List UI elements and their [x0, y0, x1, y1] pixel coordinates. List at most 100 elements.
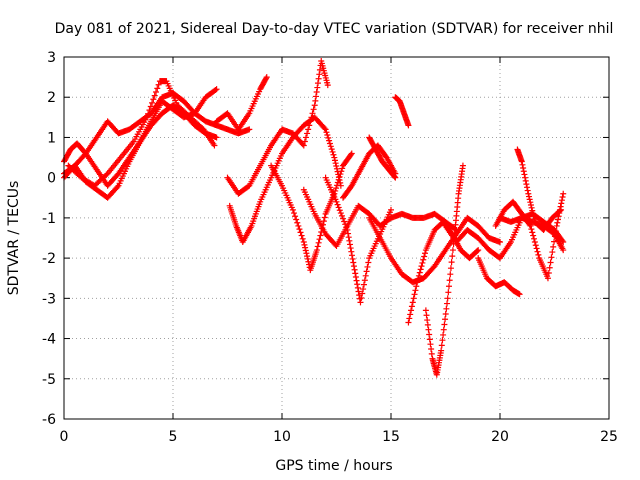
data-point	[310, 106, 317, 113]
data-point	[446, 277, 453, 284]
data-point	[547, 259, 554, 266]
data-point	[359, 290, 366, 297]
x-tick-label: 20	[491, 429, 509, 445]
data-point	[422, 307, 429, 314]
data-point	[334, 179, 341, 186]
data-point	[304, 130, 311, 137]
data-point	[550, 243, 557, 250]
data-point	[360, 281, 367, 288]
data-point	[313, 247, 320, 254]
data-point	[331, 157, 338, 164]
data-point	[408, 303, 415, 310]
tick-labels: -6 -5 -4 -3 -2 -1 0 1 2 3 0 5 10 15 20 25	[42, 50, 618, 445]
series-track-10	[322, 174, 394, 306]
data-point	[213, 134, 220, 141]
data-point	[212, 86, 219, 93]
data-point	[416, 269, 423, 276]
series-track-11	[340, 142, 399, 201]
data-point	[358, 294, 365, 301]
data-point	[531, 235, 538, 242]
data-point	[327, 143, 334, 150]
data-point	[304, 255, 311, 262]
data-point	[103, 171, 110, 178]
data-point	[439, 337, 446, 344]
data-point	[475, 247, 482, 254]
y-tick-label: -3	[42, 291, 56, 307]
data-point	[516, 291, 523, 298]
x-tick-label: 0	[60, 429, 69, 445]
data-point	[324, 132, 331, 139]
series-track-13	[366, 214, 503, 286]
series-track-15	[405, 218, 482, 326]
data-point	[420, 256, 427, 263]
data-point	[289, 206, 296, 213]
data-point	[246, 126, 253, 133]
data-point	[414, 279, 421, 286]
data-point	[348, 248, 355, 255]
data-points	[61, 58, 567, 378]
data-point	[333, 198, 340, 205]
data-point	[323, 129, 330, 136]
data-point	[345, 230, 352, 237]
data-point	[351, 266, 358, 273]
data-point	[298, 232, 305, 239]
data-point	[297, 229, 304, 236]
y-tick-label: -6	[42, 412, 56, 428]
data-point	[426, 336, 433, 343]
data-point	[329, 148, 336, 155]
data-point	[354, 284, 361, 291]
plot-frame	[63, 56, 610, 420]
data-point	[544, 275, 551, 282]
data-point	[352, 274, 359, 281]
data-point	[529, 207, 536, 214]
data-point	[554, 216, 561, 223]
y-tick-label: -2	[42, 251, 56, 267]
x-tick-label: 25	[600, 429, 618, 445]
data-point	[328, 146, 335, 153]
y-tick-label: -4	[42, 332, 56, 348]
data-point	[213, 86, 220, 93]
data-point	[388, 206, 394, 213]
data-point	[546, 264, 553, 271]
data-point	[497, 239, 503, 246]
data-point	[532, 242, 539, 249]
data-point	[314, 243, 321, 250]
data-point	[149, 99, 156, 106]
y-tick-label: 1	[47, 130, 56, 146]
series-track-12	[366, 134, 399, 181]
data-point	[523, 181, 530, 188]
data-point	[522, 177, 529, 184]
series-track-14	[392, 94, 412, 129]
data-point	[114, 183, 121, 190]
data-point	[554, 219, 561, 226]
y-tick-label: 3	[47, 50, 56, 66]
data-point	[560, 190, 567, 197]
data-point	[558, 197, 565, 204]
data-point	[300, 239, 307, 246]
data-point	[321, 125, 328, 132]
data-point	[528, 226, 535, 233]
data-point	[411, 291, 418, 298]
data-point	[333, 165, 340, 172]
y-tick-label: -5	[42, 372, 56, 388]
data-point	[315, 239, 322, 246]
data-point	[407, 311, 414, 318]
data-point	[322, 126, 329, 133]
data-point	[332, 160, 339, 167]
x-tick-label: 5	[169, 429, 178, 445]
data-point	[315, 75, 322, 82]
series-track-3	[61, 86, 220, 201]
data-point	[301, 138, 308, 145]
data-point	[300, 142, 307, 149]
data-point	[530, 213, 537, 220]
data-point	[413, 283, 420, 290]
data-point	[445, 289, 452, 296]
data-point	[362, 272, 369, 279]
data-point	[419, 259, 426, 266]
data-point	[314, 80, 321, 87]
data-point	[355, 288, 362, 295]
data-point	[316, 71, 323, 78]
data-point	[524, 187, 531, 194]
data-point	[448, 259, 455, 266]
data-point	[549, 249, 556, 256]
